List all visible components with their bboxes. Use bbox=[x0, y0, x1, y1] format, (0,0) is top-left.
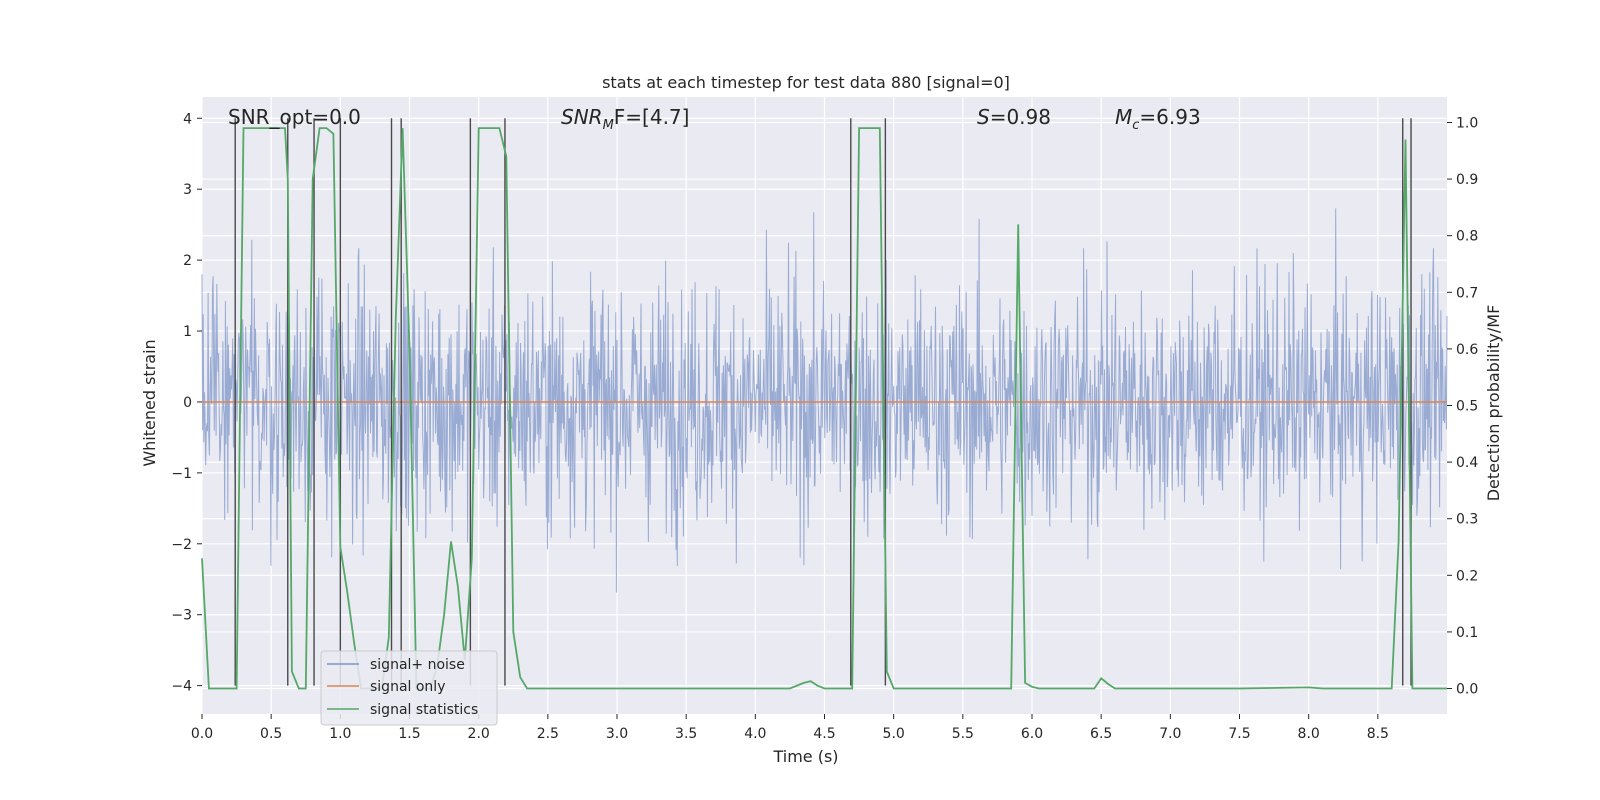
legend-label-noise: signal+ noise bbox=[370, 657, 465, 673]
x-tick-label: 3.0 bbox=[606, 726, 628, 742]
x-tick-label: 8.5 bbox=[1367, 726, 1389, 742]
y-tick-label: −1 bbox=[171, 466, 192, 482]
x-tick-label: 8.0 bbox=[1298, 726, 1320, 742]
snr-mf-suffix: F=[4.7] bbox=[614, 105, 690, 129]
y-axis-label: Whitened strain bbox=[140, 339, 159, 466]
snr-mf-annotation: SNRMF=[4.7] bbox=[561, 105, 689, 133]
signal-statistics-line bbox=[201, 127, 1447, 690]
mc-subscript: c bbox=[1132, 118, 1139, 133]
s-annotation: S=0.98 bbox=[977, 105, 1051, 129]
legend-box bbox=[320, 650, 498, 726]
y2-tick-label: 0.5 bbox=[1456, 399, 1478, 415]
y-tick-label: 4 bbox=[183, 111, 192, 127]
legend: signal+ noise signal only signal statist… bbox=[320, 650, 498, 726]
y2-tick-label: 0.9 bbox=[1456, 172, 1478, 188]
x-tick-label: 1.5 bbox=[398, 726, 420, 742]
x-tick-label: 2.5 bbox=[537, 726, 559, 742]
y-tick-label: 2 bbox=[183, 253, 192, 269]
y2-tick-label: 0.2 bbox=[1456, 568, 1478, 584]
x-tick-label: 2.0 bbox=[468, 726, 490, 742]
x-tick-label: 6.0 bbox=[1021, 726, 1043, 742]
x-tick-label: 5.5 bbox=[952, 726, 974, 742]
mc-label: M bbox=[1115, 105, 1132, 129]
x-tick-label: 1.0 bbox=[329, 726, 351, 742]
y2-tick-label: 0.0 bbox=[1456, 682, 1478, 698]
y-tick-label: −4 bbox=[171, 679, 192, 695]
x-tick-label: 0.0 bbox=[191, 726, 213, 742]
y-axis-ticks: −4 −3 −2 −1 0 1 2 3 4 bbox=[171, 111, 202, 695]
y2-tick-label: 1.0 bbox=[1456, 115, 1478, 131]
mc-value: =6.93 bbox=[1139, 105, 1200, 129]
y-tick-label: 0 bbox=[183, 395, 192, 411]
x-tick-label: 6.5 bbox=[1090, 726, 1112, 742]
mc-annotation: Mc=6.93 bbox=[1115, 105, 1201, 133]
x-tick-label: 7.0 bbox=[1159, 726, 1181, 742]
x-tick-label: 4.5 bbox=[813, 726, 835, 742]
y2-tick-label: 0.1 bbox=[1456, 625, 1478, 641]
y2-axis-ticks: 0.0 0.1 0.2 0.3 0.4 0.5 0.6 0.7 0.8 0.9 1.0 bbox=[1447, 115, 1478, 698]
detection-markers bbox=[234, 118, 1412, 686]
s-label: S bbox=[977, 105, 990, 129]
snr-opt-annotation: SNR_opt=0.0 bbox=[228, 105, 361, 129]
y-tick-label: 1 bbox=[183, 324, 192, 340]
x-tick-label: 4.0 bbox=[744, 726, 766, 742]
legend-label-signal: signal only bbox=[370, 679, 445, 695]
snr-mf-subscript: M bbox=[603, 118, 614, 133]
y-tick-label: −3 bbox=[171, 608, 192, 624]
y-tick-label: 3 bbox=[183, 182, 192, 198]
x-tick-label: 7.5 bbox=[1228, 726, 1250, 742]
x-tick-label: 5.0 bbox=[883, 726, 905, 742]
y2-tick-label: 0.7 bbox=[1456, 285, 1478, 301]
x-tick-label: 0.5 bbox=[260, 726, 282, 742]
signal-statistics-series bbox=[201, 127, 1447, 690]
x-axis-ticks: 0.0 0.5 1.0 1.5 2.0 2.5 3.0 3.5 4.0 4.5 5.0 5.5 6.0 6… bbox=[191, 714, 1389, 742]
x-axis-label: Time (s) bbox=[772, 747, 838, 766]
legend-label-stat: signal statistics bbox=[370, 702, 478, 718]
snr-mf-prefix: SNR bbox=[561, 105, 603, 129]
y2-tick-label: 0.3 bbox=[1456, 512, 1478, 528]
y2-tick-label: 0.6 bbox=[1456, 342, 1478, 358]
s-value: =0.98 bbox=[990, 105, 1051, 129]
y-tick-label: −2 bbox=[171, 537, 192, 553]
y2-tick-label: 0.4 bbox=[1456, 455, 1478, 471]
y2-axis-label: Detection probability/MF bbox=[1484, 305, 1503, 502]
y2-tick-label: 0.8 bbox=[1456, 229, 1478, 245]
x-tick-label: 3.5 bbox=[675, 726, 697, 742]
chart-title: stats at each timestep for test data 880… bbox=[602, 73, 1010, 92]
